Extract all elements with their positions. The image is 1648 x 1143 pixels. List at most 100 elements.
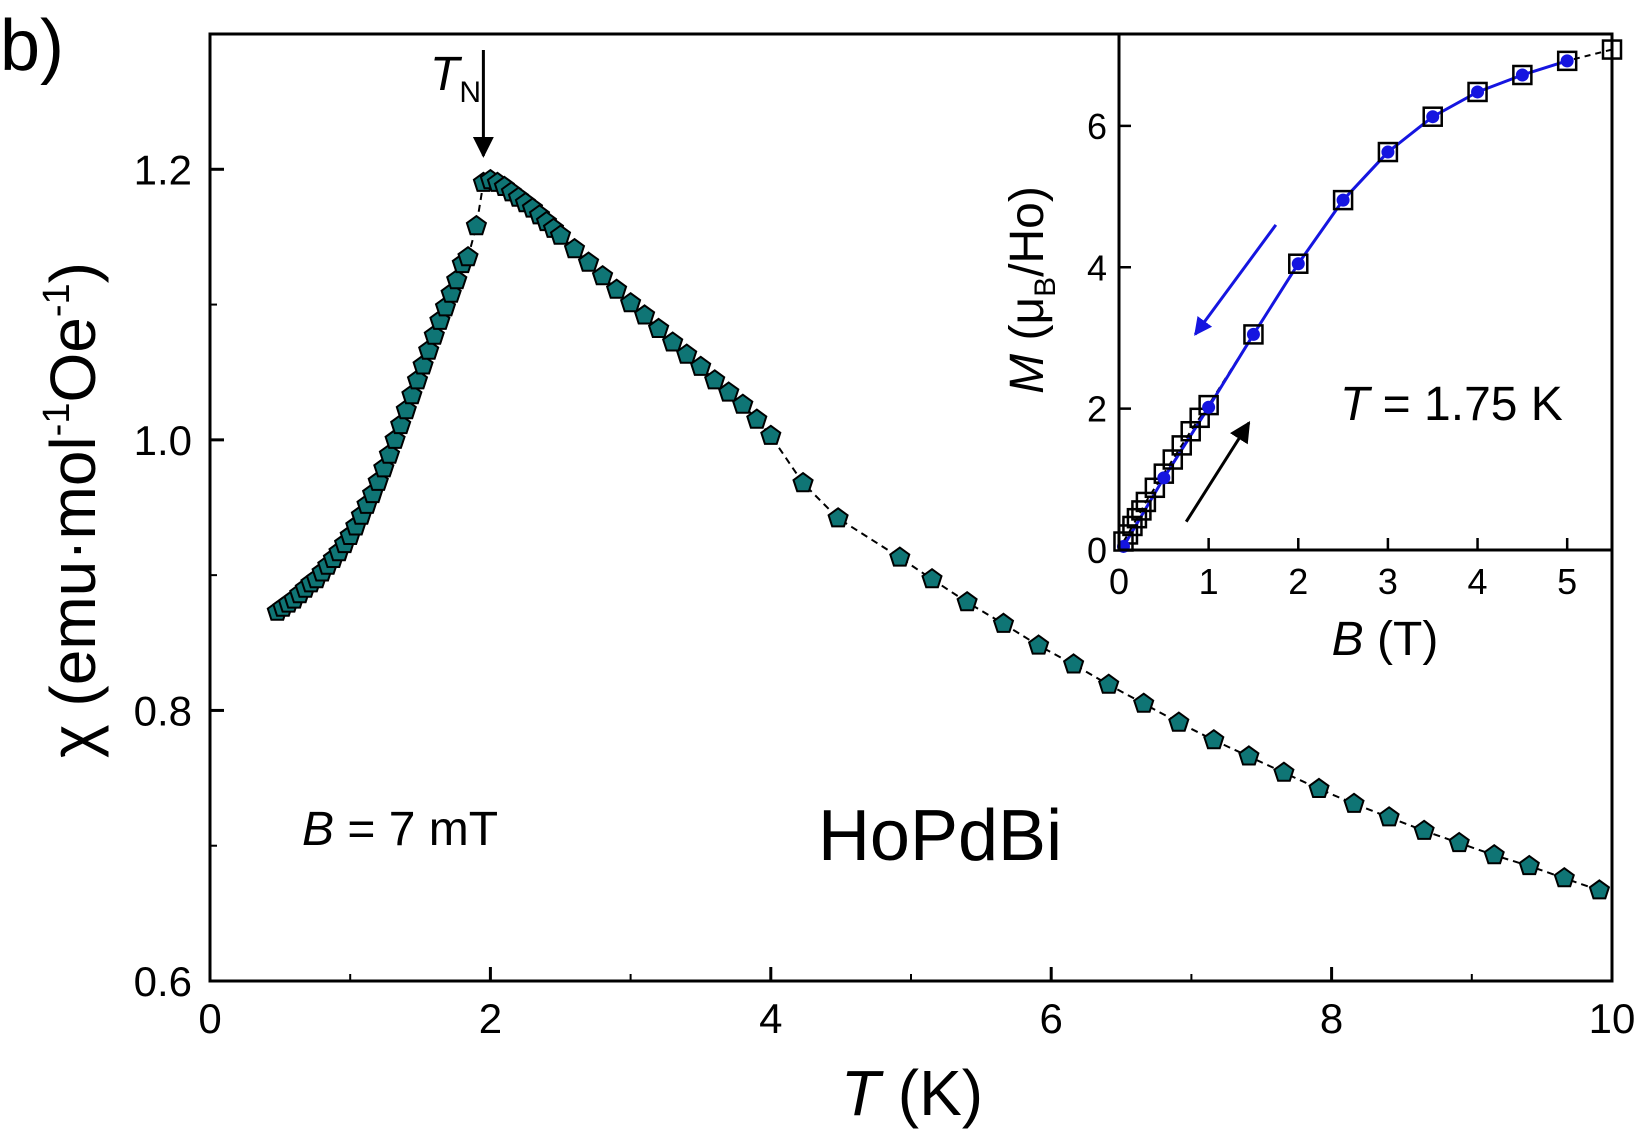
main-data-point bbox=[577, 251, 600, 272]
main-data-point bbox=[889, 546, 911, 567]
inset-circle-point bbox=[1202, 400, 1216, 414]
inset-plot-frame bbox=[1117, 32, 1614, 552]
inset-background bbox=[1119, 34, 1612, 550]
main-x-axis-label: T (K) bbox=[841, 1057, 983, 1129]
main-y-tick-label: 0.8 bbox=[134, 687, 192, 734]
main-data-point bbox=[446, 268, 468, 290]
inset-x-axis-label: B (T) bbox=[1332, 613, 1439, 666]
main-data-point bbox=[423, 324, 445, 345]
main-data-point bbox=[1308, 777, 1330, 798]
inset-square-point bbox=[1422, 106, 1443, 127]
inset-arrows bbox=[1184, 223, 1278, 523]
main-y-tick-label: 0.6 bbox=[134, 958, 192, 1005]
inset-square-point bbox=[1467, 81, 1488, 103]
main-data-point bbox=[1378, 806, 1400, 827]
main-data-point bbox=[401, 383, 423, 405]
main-x-tick-label: 2 bbox=[479, 995, 502, 1042]
inset-y-tick-label: 0 bbox=[1087, 530, 1107, 571]
main-data-point bbox=[563, 237, 586, 259]
inset-square-point bbox=[1512, 64, 1533, 86]
main-data-point bbox=[746, 408, 768, 429]
inset-circle-point bbox=[1471, 85, 1485, 99]
inset-chart: 0 1 2 3 4 5 0 2 4 6 B (T) M (μB/Ho) T = 1.75 K bbox=[1001, 32, 1623, 666]
main-data-point bbox=[1133, 692, 1155, 713]
main-data-point bbox=[1553, 866, 1575, 888]
main-data-point bbox=[1238, 745, 1260, 766]
inset-y-axis-label: M (μB/Ho) bbox=[1001, 186, 1062, 394]
main-y-ticks: 0.6 0.8 1.0 1.2 bbox=[134, 33, 224, 1005]
transition-label: TN bbox=[430, 48, 481, 109]
main-data-point bbox=[619, 291, 642, 313]
main-data-point bbox=[591, 264, 614, 286]
inset-x-ticks: 0 1 2 3 4 5 bbox=[1109, 538, 1577, 602]
main-x-tick-label: 0 bbox=[198, 995, 221, 1042]
main-data-point bbox=[1413, 819, 1435, 840]
main-data-point bbox=[718, 381, 740, 402]
main-data-point bbox=[921, 567, 943, 589]
main-data-point bbox=[384, 428, 406, 449]
inset-y-tick-label: 4 bbox=[1087, 247, 1107, 288]
main-data-point bbox=[1027, 634, 1050, 655]
inset-x-tick-label: 3 bbox=[1378, 561, 1398, 602]
inset-circle-point bbox=[1560, 54, 1574, 68]
field-up-arrow bbox=[1184, 420, 1251, 523]
inset-square-point bbox=[1556, 50, 1578, 72]
main-data-point bbox=[704, 369, 726, 390]
field-annotation: B = 7 mT bbox=[302, 803, 498, 856]
panel-label: b) bbox=[0, 6, 64, 86]
inset-square-point bbox=[1243, 324, 1264, 345]
main-data-point bbox=[690, 355, 712, 376]
main-data-point bbox=[418, 339, 440, 360]
inset-circle-point bbox=[1515, 68, 1529, 82]
main-data-point bbox=[395, 398, 417, 420]
main-data-point bbox=[465, 214, 488, 236]
main-x-tick-label: 4 bbox=[759, 995, 782, 1042]
inset-y-tick-label: 2 bbox=[1087, 389, 1107, 430]
main-data-point bbox=[457, 245, 479, 267]
main-y-tick-label: 1.2 bbox=[134, 146, 192, 193]
main-y-axis-label: χ (emu·mol-1Oe-1) bbox=[36, 262, 109, 758]
main-x-tick-label: 8 bbox=[1320, 995, 1343, 1042]
inset-square-point bbox=[1377, 141, 1399, 163]
main-x-tick-label: 6 bbox=[1040, 995, 1063, 1042]
inset-square-point bbox=[1288, 253, 1309, 274]
main-data-point bbox=[647, 317, 670, 338]
main-data-point bbox=[390, 413, 412, 435]
inset-circle-point bbox=[1336, 193, 1350, 207]
main-data-point bbox=[1448, 831, 1470, 853]
main-data-point bbox=[1168, 711, 1190, 732]
main-y-tick-label: 1.0 bbox=[134, 417, 192, 464]
main-data-point bbox=[1273, 761, 1295, 782]
inset-circle-point bbox=[1381, 145, 1395, 159]
compound-title: HoPdBi bbox=[818, 796, 1062, 876]
inset-y-ticks: 0 2 4 6 bbox=[1087, 106, 1131, 571]
inset-square-point bbox=[1332, 189, 1354, 211]
main-x-tick-label: 10 bbox=[1589, 995, 1636, 1042]
main-data-point bbox=[1062, 653, 1085, 674]
main-data-point bbox=[956, 590, 978, 612]
main-data-point bbox=[661, 331, 684, 352]
inset-circle-point bbox=[1426, 110, 1440, 124]
main-data-point bbox=[412, 354, 434, 375]
inset-x-tick-label: 4 bbox=[1468, 561, 1488, 602]
main-data-point bbox=[1098, 673, 1120, 694]
main-data-point bbox=[1343, 792, 1365, 813]
main-data-point bbox=[1483, 843, 1505, 865]
inset-x-tick-label: 0 bbox=[1109, 561, 1129, 602]
main-data-point bbox=[549, 224, 572, 245]
main-data-point bbox=[760, 424, 782, 445]
inset-x-tick-label: 2 bbox=[1288, 561, 1308, 602]
field-down-arrow bbox=[1193, 223, 1278, 336]
main-data-point bbox=[1518, 854, 1540, 876]
main-data-point bbox=[732, 393, 754, 414]
main-data-point bbox=[605, 278, 628, 299]
inset-x-tick-label: 5 bbox=[1557, 561, 1577, 602]
main-data-point bbox=[406, 369, 429, 390]
temperature-annotation: T = 1.75 K bbox=[1340, 378, 1563, 431]
inset-y-tick-label: 6 bbox=[1087, 106, 1107, 147]
inset-square-point bbox=[1198, 394, 1219, 416]
main-data-point bbox=[633, 304, 656, 325]
inset-circle-point bbox=[1291, 257, 1305, 271]
main-data-point bbox=[792, 471, 814, 493]
